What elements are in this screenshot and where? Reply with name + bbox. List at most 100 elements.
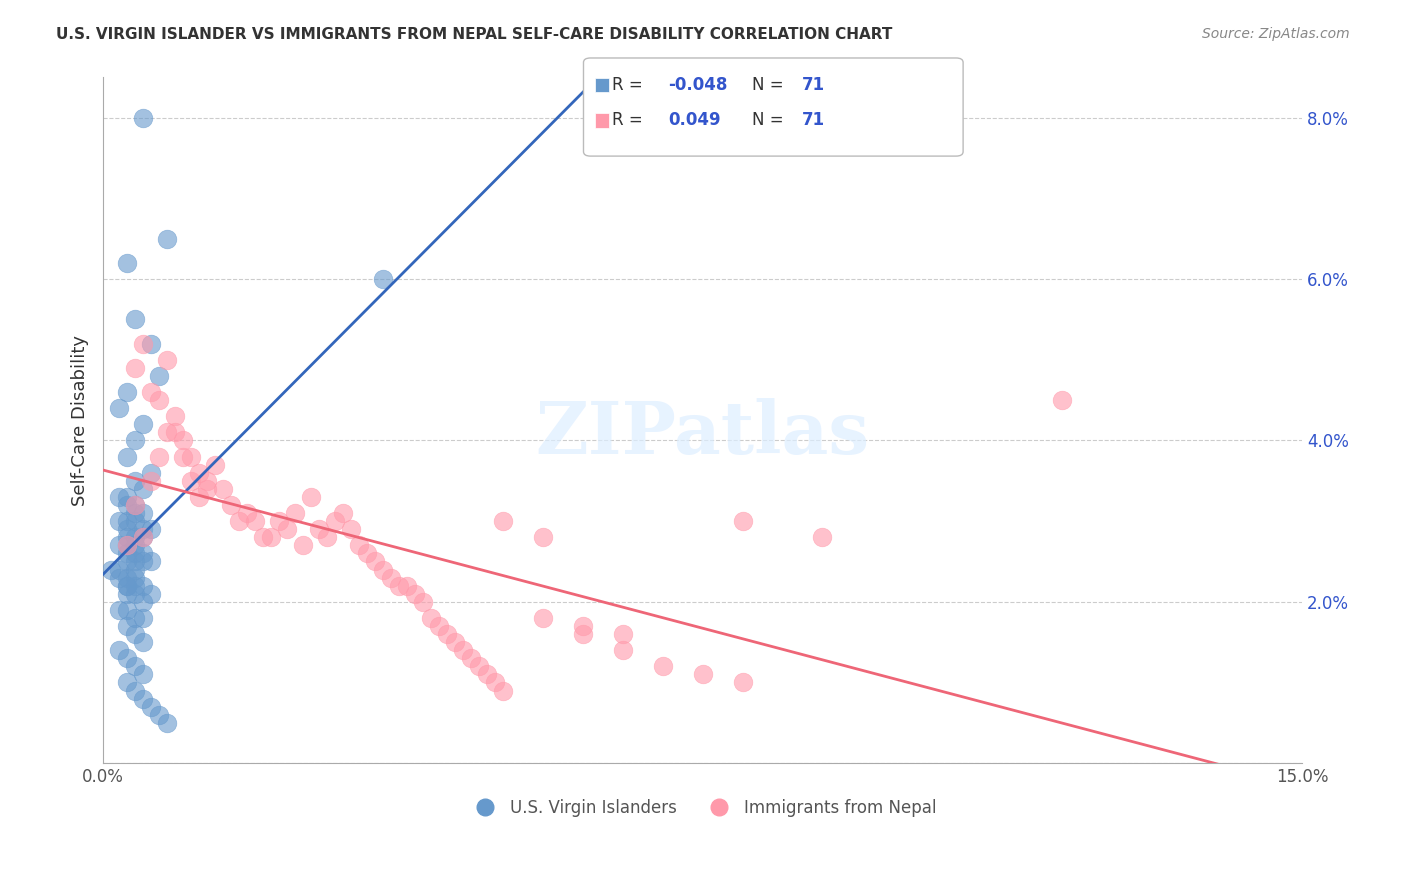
- Point: [188, 490, 211, 504]
- Point: [204, 458, 226, 472]
- Point: [132, 530, 155, 544]
- Point: [124, 562, 146, 576]
- Text: U.S. VIRGIN ISLANDER VS IMMIGRANTS FROM NEPAL SELF-CARE DISABILITY CORRELATION C: U.S. VIRGIN ISLANDER VS IMMIGRANTS FROM …: [56, 27, 893, 42]
- Point: [195, 474, 218, 488]
- Point: [212, 482, 235, 496]
- Point: [132, 482, 155, 496]
- Point: [451, 643, 474, 657]
- Point: [692, 667, 714, 681]
- Point: [172, 434, 194, 448]
- Point: [811, 530, 834, 544]
- Point: [132, 554, 155, 568]
- Point: [108, 401, 131, 416]
- Point: [323, 514, 346, 528]
- Text: 0.049: 0.049: [668, 112, 720, 129]
- Text: 71: 71: [801, 112, 824, 129]
- Text: 71: 71: [801, 76, 824, 94]
- Point: [380, 571, 402, 585]
- Point: [108, 538, 131, 552]
- Point: [132, 579, 155, 593]
- Point: [243, 514, 266, 528]
- Point: [124, 434, 146, 448]
- Point: [124, 312, 146, 326]
- Point: [115, 538, 138, 552]
- Point: [364, 554, 387, 568]
- Point: [124, 546, 146, 560]
- Point: [108, 643, 131, 657]
- Point: [132, 417, 155, 432]
- Point: [156, 715, 179, 730]
- Point: [132, 595, 155, 609]
- Point: [180, 450, 202, 464]
- Point: [388, 579, 411, 593]
- Point: [115, 587, 138, 601]
- Point: [124, 587, 146, 601]
- Point: [165, 425, 187, 440]
- Text: R =: R =: [612, 76, 648, 94]
- Point: [132, 506, 155, 520]
- Point: [731, 514, 754, 528]
- Point: [124, 514, 146, 528]
- Point: [139, 554, 162, 568]
- Point: [156, 232, 179, 246]
- Point: [731, 675, 754, 690]
- Point: [115, 385, 138, 400]
- Point: [412, 595, 434, 609]
- Point: [267, 514, 290, 528]
- Point: [531, 530, 554, 544]
- Point: [124, 498, 146, 512]
- Point: [132, 691, 155, 706]
- Point: [172, 450, 194, 464]
- Point: [132, 111, 155, 125]
- Point: [651, 659, 673, 673]
- Point: [395, 579, 418, 593]
- Point: [115, 675, 138, 690]
- Point: [308, 522, 330, 536]
- Point: [316, 530, 339, 544]
- Point: [443, 635, 465, 649]
- Point: [492, 683, 515, 698]
- Point: [108, 562, 131, 576]
- Text: N =: N =: [752, 112, 789, 129]
- Point: [139, 336, 162, 351]
- Point: [115, 651, 138, 665]
- Point: [115, 579, 138, 593]
- Point: [115, 571, 138, 585]
- Point: [124, 571, 146, 585]
- Point: [115, 498, 138, 512]
- Point: [124, 360, 146, 375]
- Point: [260, 530, 283, 544]
- Point: [139, 587, 162, 601]
- Point: [276, 522, 298, 536]
- Point: [148, 393, 170, 408]
- Point: [332, 506, 354, 520]
- Point: [115, 579, 138, 593]
- Point: [356, 546, 378, 560]
- Point: [115, 256, 138, 270]
- Point: [132, 336, 155, 351]
- Point: [132, 546, 155, 560]
- Point: [124, 474, 146, 488]
- Point: [115, 450, 138, 464]
- Point: [291, 538, 314, 552]
- Point: [132, 522, 155, 536]
- Point: [571, 627, 593, 641]
- Point: [156, 425, 179, 440]
- Point: [115, 603, 138, 617]
- Point: [612, 627, 634, 641]
- Point: [156, 352, 179, 367]
- Point: [115, 522, 138, 536]
- Y-axis label: Self-Care Disability: Self-Care Disability: [72, 334, 89, 506]
- Point: [475, 667, 498, 681]
- Point: [132, 611, 155, 625]
- Point: [148, 368, 170, 383]
- Point: [132, 667, 155, 681]
- Point: [148, 707, 170, 722]
- Point: [115, 538, 138, 552]
- Point: [236, 506, 259, 520]
- Point: [108, 514, 131, 528]
- Point: [139, 474, 162, 488]
- Point: [108, 603, 131, 617]
- Point: [299, 490, 322, 504]
- Point: [371, 272, 394, 286]
